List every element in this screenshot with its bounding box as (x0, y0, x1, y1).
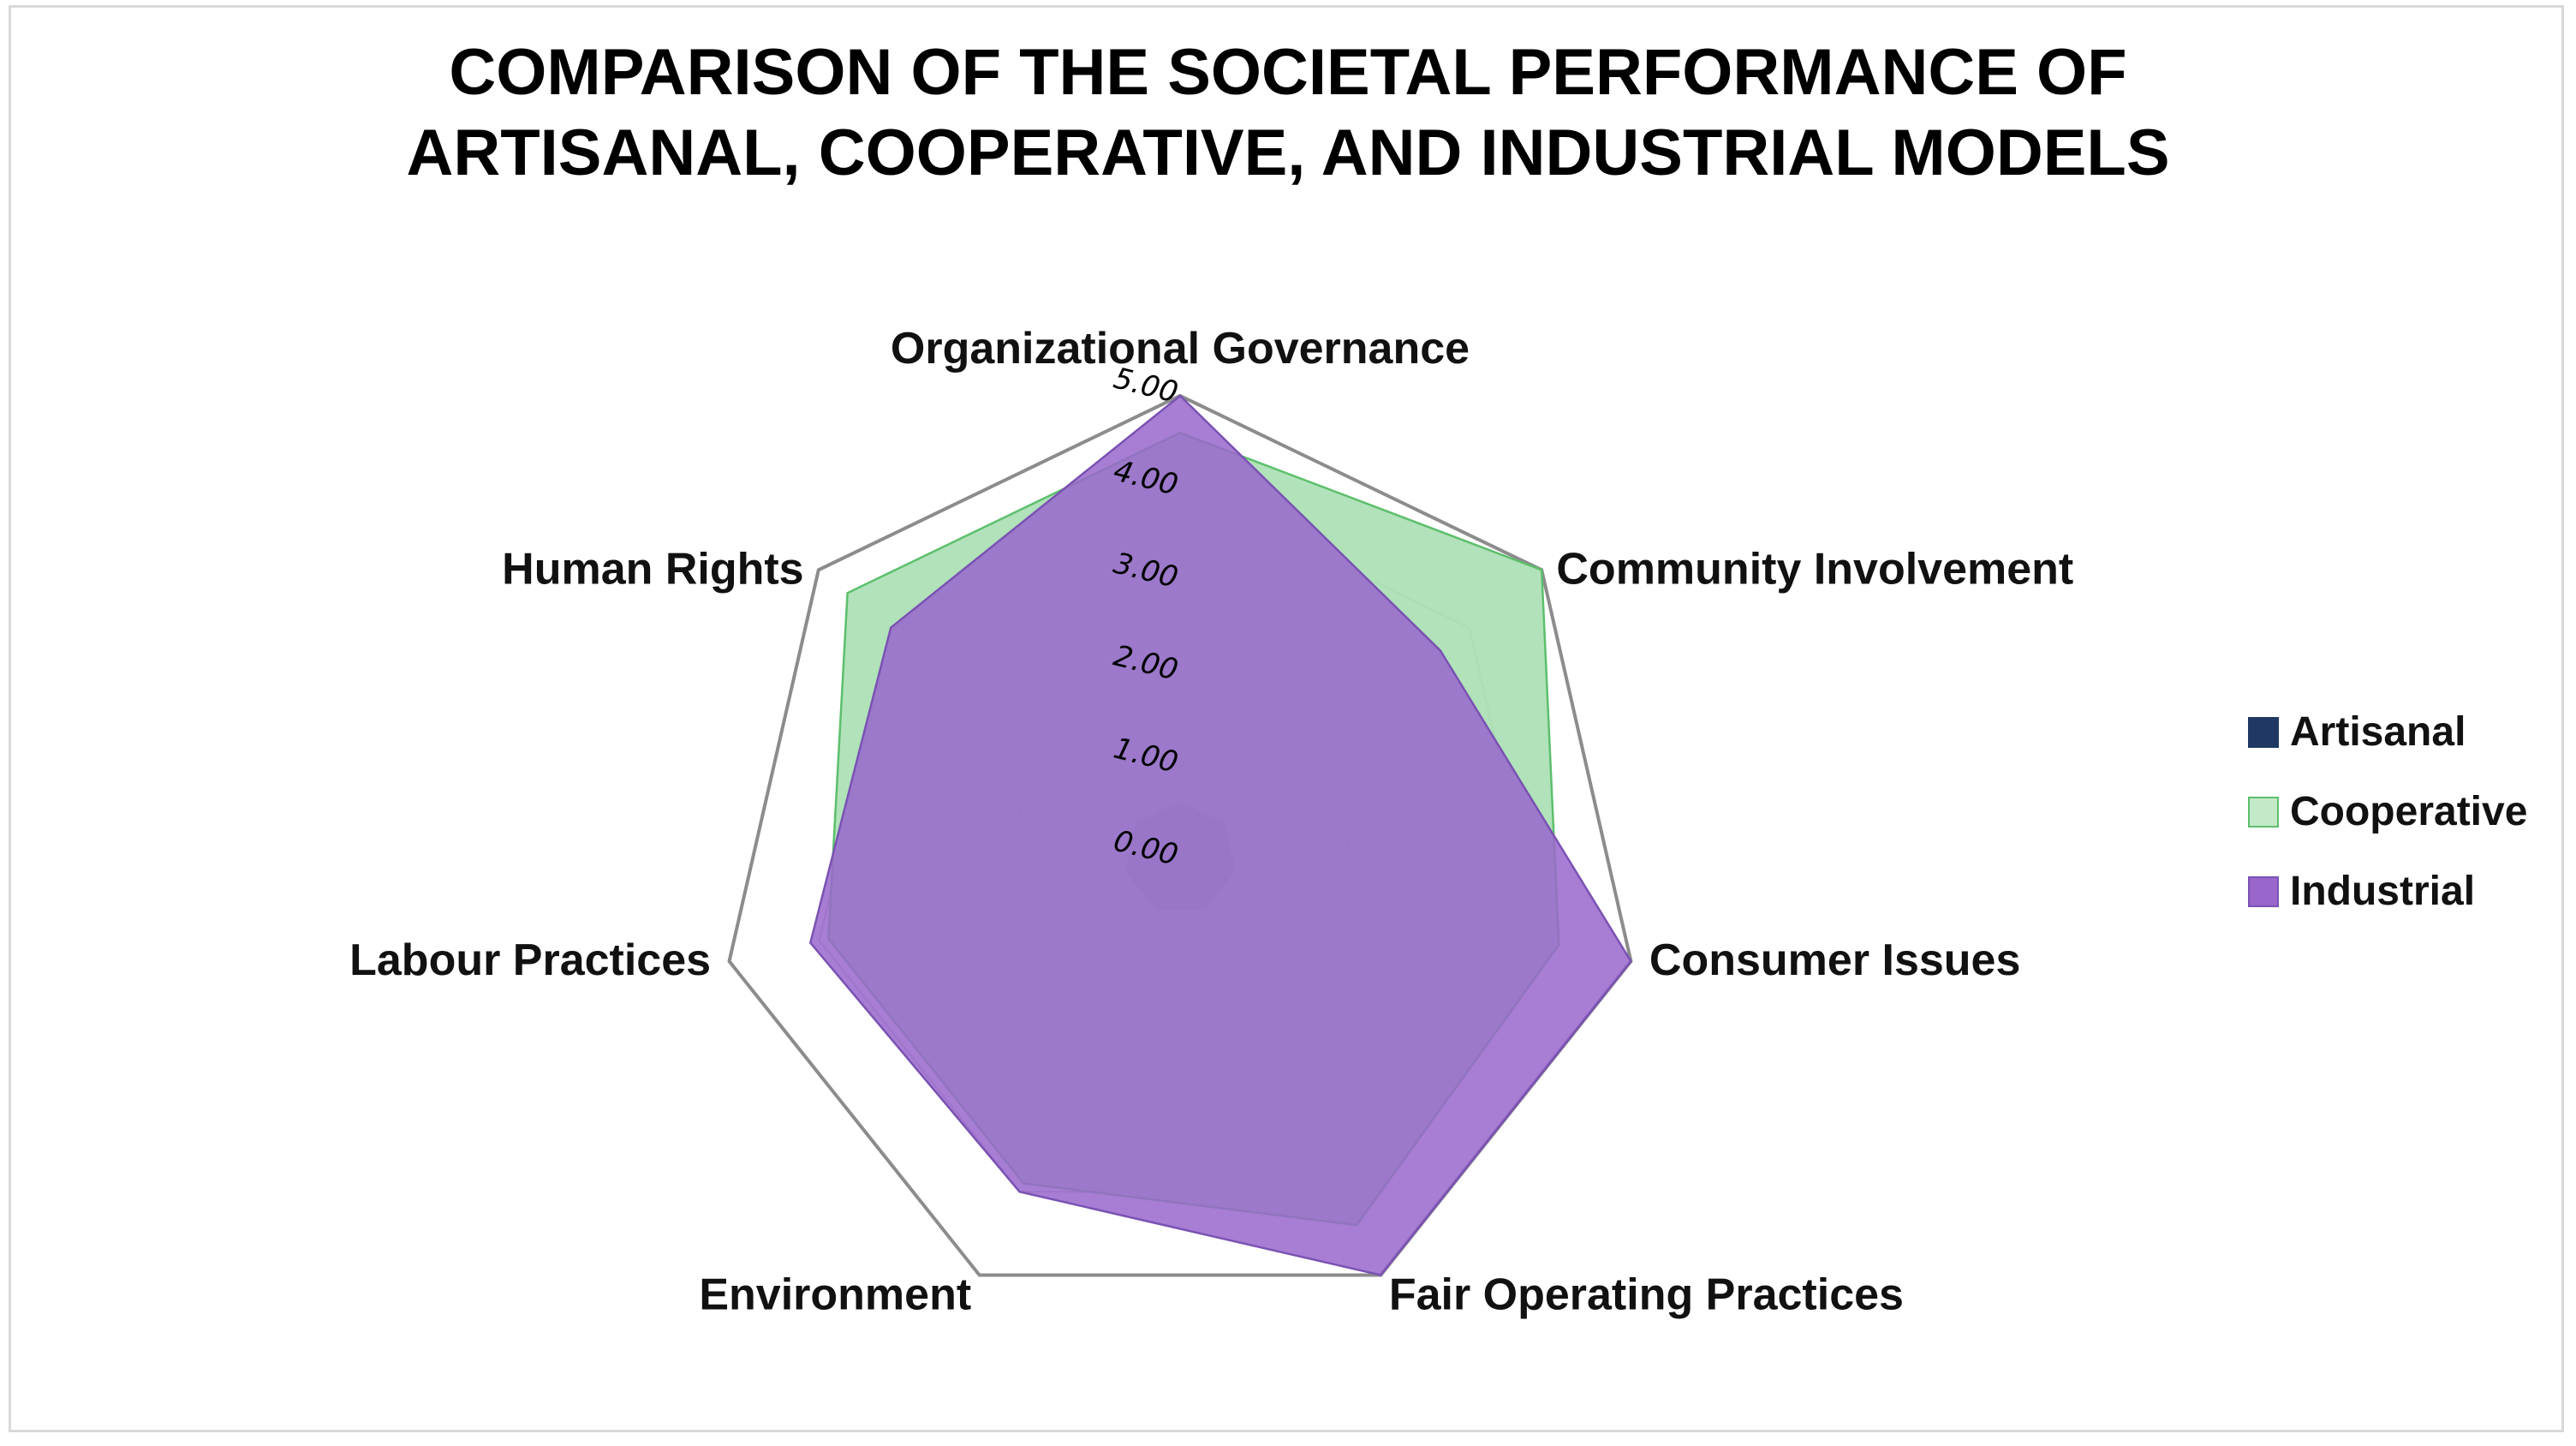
grid-ring-5 (727, 393, 1633, 1277)
category-label-human-rights: Human Rights (502, 544, 803, 594)
category-label-consumer-issues: Consumer Issues (1649, 935, 2021, 985)
legend-swatch-cooperative (2248, 797, 2279, 828)
chart-title: COMPARISON OF THE SOCIETAL PERFORMANCE O… (0, 33, 2576, 194)
category-label-fair-operating-practices: Fair Operating Practices (1389, 1270, 1904, 1320)
legend-label-cooperative: Cooperative (2290, 789, 2527, 834)
chart-title-line-1: COMPARISON OF THE SOCIETAL PERFORMANCE O… (449, 36, 2127, 109)
category-labels: Organizational Governance Community Invol… (349, 324, 2073, 1320)
legend-label-artisanal: Artisanal (2290, 709, 2466, 755)
legend-label-industrial: Industrial (2290, 869, 2475, 914)
legend-swatch-artisanal (2248, 717, 2279, 748)
legend: Artisanal Cooperative Industrial (2248, 709, 2527, 914)
category-label-organizational-governance: Organizational Governance (891, 324, 1470, 373)
category-label-labour-practices: Labour Practices (349, 935, 711, 985)
series-industrial-area (808, 394, 1632, 1276)
chart-title-line-2: ARTISANAL, COOPERATIVE, AND INDUSTRIAL M… (406, 117, 2170, 189)
radar-series (808, 394, 1632, 1276)
legend-swatch-industrial (2248, 876, 2279, 907)
category-label-environment: Environment (699, 1270, 971, 1320)
category-label-community-involvement: Community Involvement (1556, 544, 2073, 594)
